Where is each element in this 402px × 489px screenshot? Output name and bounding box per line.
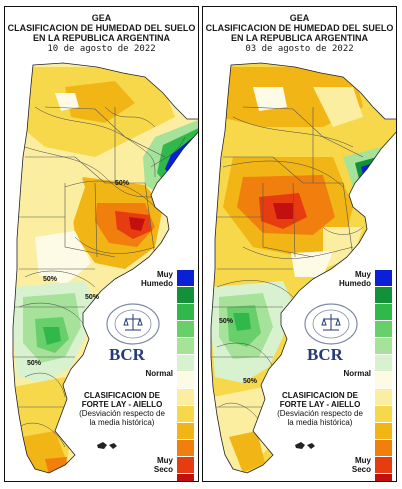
- legend-swatch: [177, 287, 194, 304]
- classification-caption: CLASIFICACION DE FORTE LAY - AIELLO (Des…: [67, 391, 177, 427]
- legend-swatch: [375, 372, 392, 389]
- title-date: 10 de agosto de 2022: [47, 44, 156, 54]
- legend-swatch: [375, 355, 392, 372]
- legend-swatch: [375, 474, 392, 481]
- contour-label: 50%: [243, 378, 258, 385]
- legend-swatch: [375, 270, 392, 287]
- title-line1: CLASIFICACION DE HUMEDAD DEL SUELO: [205, 23, 394, 33]
- legend-swatch: [177, 270, 194, 287]
- legend-label-wet: Muy Humedo: [331, 270, 371, 288]
- legend-label-dry: Muy Seco: [331, 456, 371, 474]
- title-line1: CLASIFICACION DE HUMEDAD DEL SUELO: [7, 23, 196, 33]
- contour-label: 50%: [115, 180, 130, 187]
- legend-dry-1: Muy: [157, 456, 173, 465]
- legend-dry-2: Seco: [351, 465, 371, 474]
- title-line2: EN LA REPUBLICA ARGENTINA: [33, 33, 170, 43]
- legend-wet-2: Humedo: [141, 279, 173, 288]
- panel-title-left: GEA CLASIFICACION DE HUMEDAD DEL SUELO E…: [5, 13, 198, 54]
- classification-line2: FORTE LAY - AIELLO: [279, 400, 361, 409]
- legend-swatch: [177, 304, 194, 321]
- legend-label-normal: Normal: [343, 369, 371, 378]
- legend-swatch: [177, 338, 194, 355]
- contour-label: 50%: [27, 360, 42, 367]
- legend-swatch: [177, 457, 194, 474]
- legend-wet-1: Muy: [355, 270, 371, 279]
- legend-swatch: [375, 321, 392, 338]
- argentina-map-right: 50% 50%: [210, 62, 396, 474]
- legend-swatch: [177, 321, 194, 338]
- bcr-logo-text: BCR: [109, 345, 145, 364]
- panel-title-right: GEA CLASIFICACION DE HUMEDAD DEL SUELO E…: [203, 13, 396, 54]
- classification-line1: CLASIFICACION DE: [282, 391, 358, 400]
- legend-swatch: [375, 304, 392, 321]
- legend-swatch: [177, 389, 194, 406]
- legend-swatch: [177, 406, 194, 423]
- legend-swatch: [177, 355, 194, 372]
- contour-label: 50%: [85, 294, 100, 301]
- bcr-seal-logo: [304, 303, 358, 345]
- legend-swatch: [177, 372, 194, 389]
- title-date: 03 de agosto de 2022: [245, 44, 354, 54]
- classification-note2: la media histórica): [89, 418, 155, 427]
- legend-swatch: [375, 440, 392, 457]
- classification-line2: FORTE LAY - AIELLO: [81, 400, 163, 409]
- legend-swatch: [375, 406, 392, 423]
- legend-swatch: [177, 474, 194, 481]
- legend-wet-1: Muy: [157, 270, 173, 279]
- classification-caption: CLASIFICACION DE FORTE LAY - AIELLO (Des…: [265, 391, 375, 427]
- legend-swatch: [177, 440, 194, 457]
- legend-scale: [375, 270, 392, 481]
- legend-dry-2: Seco: [153, 465, 173, 474]
- classification-note2: la media histórica): [287, 418, 353, 427]
- legend-scale: [177, 270, 194, 481]
- classification-note1: (Desviación respecto de: [79, 409, 165, 418]
- legend-label-normal: Normal: [145, 369, 173, 378]
- map-panel-right: 50% 50% GEA CLASIFICACION DE HUMEDAD DEL…: [202, 6, 397, 482]
- legend-dry-1: Muy: [355, 456, 371, 465]
- bcr-seal-logo: [106, 303, 160, 345]
- argentina-map-left: 50% 50% 50% 50%: [12, 62, 198, 474]
- classification-note1: (Desviación respecto de: [277, 409, 363, 418]
- legend-swatch: [375, 457, 392, 474]
- legend-swatch: [375, 338, 392, 355]
- contour-label: 50%: [43, 276, 58, 283]
- legend-swatch: [375, 287, 392, 304]
- title-org: GEA: [289, 13, 310, 23]
- legend-swatch: [375, 389, 392, 406]
- legend-label-dry: Muy Seco: [133, 456, 173, 474]
- legend-wet-2: Humedo: [339, 279, 371, 288]
- title-org: GEA: [91, 13, 112, 23]
- contour-label: 50%: [219, 318, 234, 325]
- legend-swatch: [375, 423, 392, 440]
- malvinas-islands: [295, 442, 315, 449]
- legend-label-wet: Muy Humedo: [133, 270, 173, 288]
- classification-line1: CLASIFICACION DE: [84, 391, 160, 400]
- map-panel-left: 50% 50% 50% 50% GEA CLASIFICACION DE HUM…: [4, 6, 199, 482]
- legend-swatch: [177, 423, 194, 440]
- malvinas-islands: [97, 442, 117, 449]
- bcr-logo-text: BCR: [307, 345, 343, 364]
- title-line2: EN LA REPUBLICA ARGENTINA: [231, 33, 368, 43]
